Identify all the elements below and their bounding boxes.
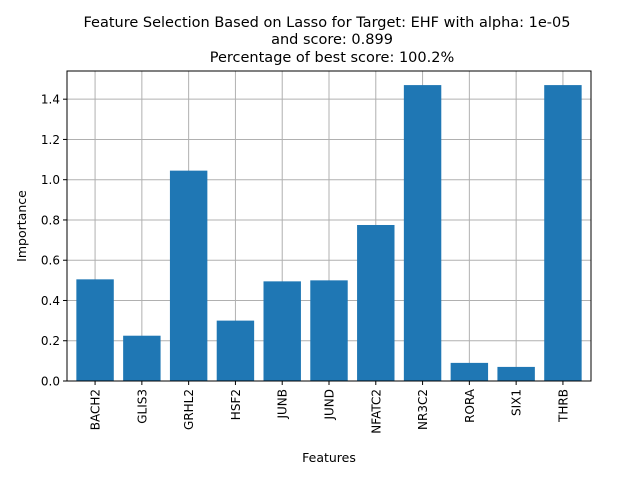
chart-title-line-2: and score: 0.899 bbox=[271, 32, 393, 48]
x-tick-label: GLIS3 bbox=[135, 389, 149, 424]
y-axis-label: Importance bbox=[14, 190, 29, 262]
bar-jund bbox=[310, 280, 348, 381]
x-tick-label: NR3C2 bbox=[416, 389, 430, 430]
bar-bach2 bbox=[76, 279, 114, 381]
y-ticks: 0.0 0.2 0.4 0.6 0.8 1.0 1.2 1.4 bbox=[41, 93, 67, 389]
x-tick-label: BACH2 bbox=[89, 389, 103, 430]
x-tick-label: SIX1 bbox=[510, 389, 524, 416]
y-tick-label: 1.4 bbox=[41, 93, 60, 107]
y-tick-label: 1.2 bbox=[41, 133, 60, 147]
bar-nfatc2 bbox=[357, 224, 395, 381]
chart-title-line-3: Percentage of best score: 100.2% bbox=[210, 50, 454, 66]
bar-thrb bbox=[544, 85, 582, 381]
x-tick-label: NFATC2 bbox=[369, 389, 383, 434]
x-tick-label: JUND bbox=[323, 389, 337, 421]
bars bbox=[76, 85, 582, 381]
bar-hsf2 bbox=[216, 320, 255, 381]
y-tick-label: 0.4 bbox=[41, 294, 60, 308]
bar-grhl2 bbox=[169, 170, 208, 381]
bar-rora bbox=[450, 362, 489, 381]
y-tick-label: 0.6 bbox=[41, 254, 60, 268]
bar-glis3 bbox=[123, 335, 161, 381]
x-tick-label: RORA bbox=[463, 388, 477, 423]
x-tick-label: JUNB bbox=[276, 389, 290, 420]
x-ticks: BACH2 GLIS3 GRHL2 HSF2 JUNB JUND NFATC2 NR3C2 RO… bbox=[89, 381, 570, 434]
y-tick-label: 0.2 bbox=[41, 334, 60, 348]
bar-nr3c2 bbox=[403, 85, 442, 381]
x-tick-label: GRHL2 bbox=[182, 389, 196, 430]
bar-six1 bbox=[497, 366, 535, 381]
y-tick-label: 1.0 bbox=[41, 173, 60, 187]
chart-title-line-1: Feature Selection Based on Lasso for Tar… bbox=[84, 15, 571, 31]
x-tick-label: THRB bbox=[556, 389, 570, 423]
y-tick-label: 0.8 bbox=[41, 213, 60, 227]
x-axis-label: Features bbox=[302, 450, 356, 465]
x-tick-label: HSF2 bbox=[229, 389, 243, 420]
y-tick-label: 0.0 bbox=[41, 375, 60, 389]
bar-junb bbox=[263, 281, 301, 381]
